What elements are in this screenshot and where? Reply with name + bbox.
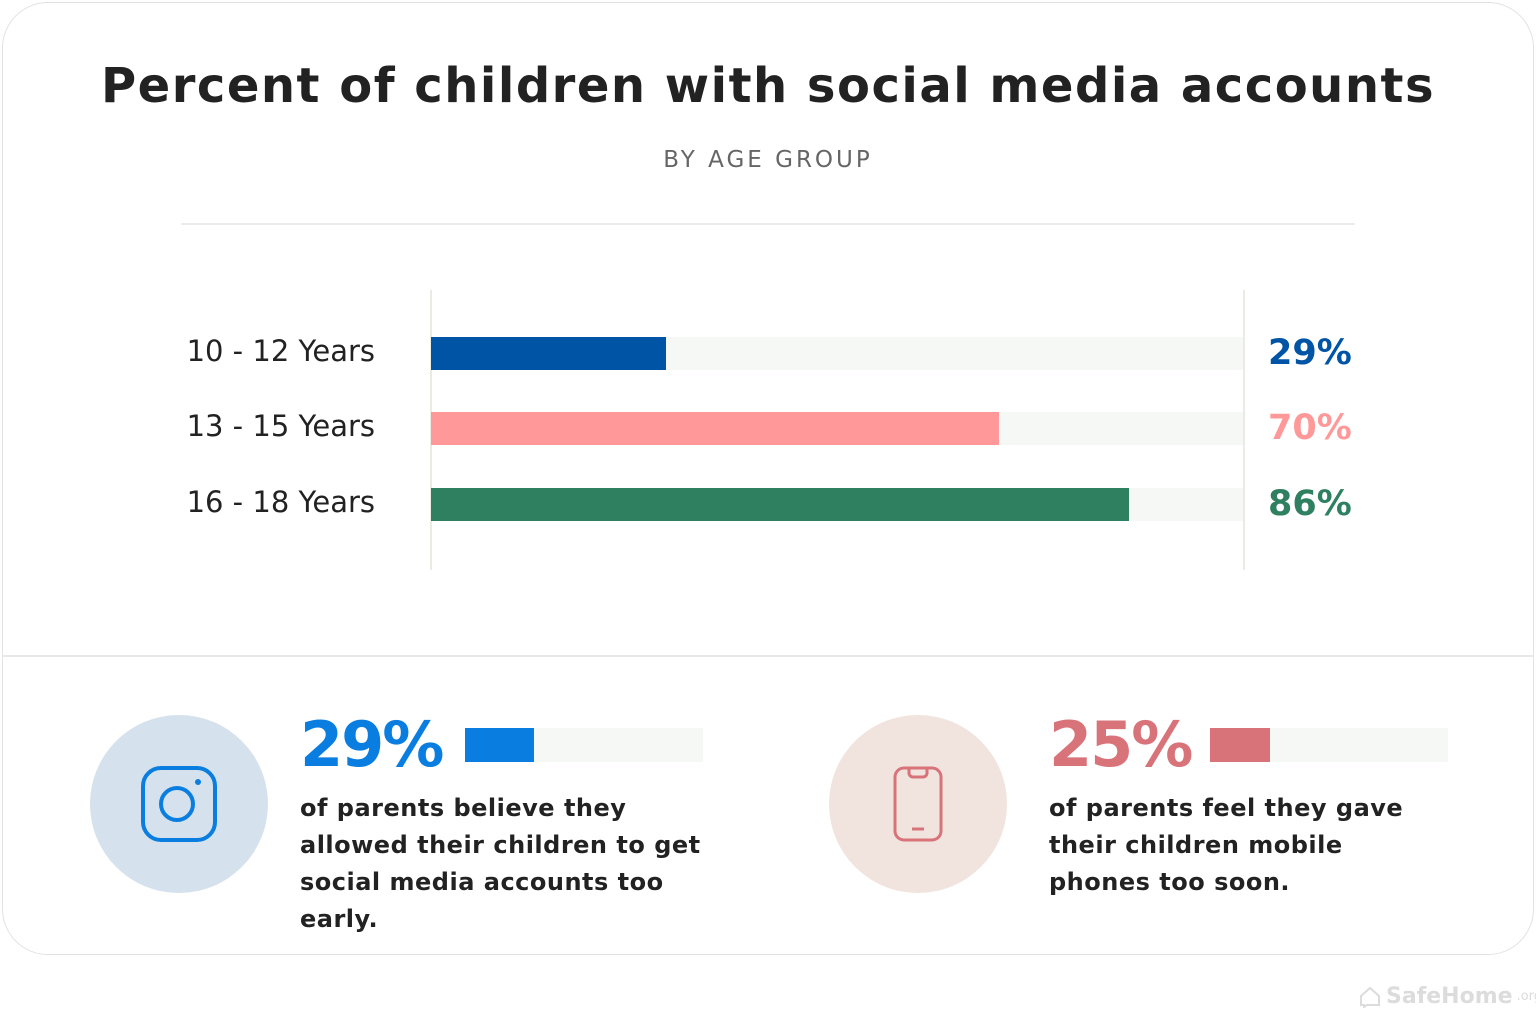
category-label: 13 - 15 Years (186, 409, 375, 443)
safehome-logo: SafeHome.org (1358, 984, 1536, 1009)
data-label: 70% (1268, 408, 1352, 448)
logo-name: SafeHome (1386, 984, 1513, 1009)
infographic-card (2, 2, 1534, 955)
bar-track (431, 488, 1243, 521)
data-label: 29% (1268, 333, 1352, 373)
instagram-circle (90, 715, 268, 893)
bar-track (431, 337, 1243, 370)
stat-bar-1 (465, 728, 703, 762)
instagram-icon (141, 766, 217, 842)
category-label: 10 - 12 Years (186, 334, 375, 368)
data-label: 86% (1268, 484, 1352, 524)
chart-subtitle: BY AGE GROUP (663, 147, 873, 173)
phone-circle (829, 715, 1007, 893)
stat-bar-fill-1 (465, 728, 535, 762)
bar-track (431, 412, 1243, 445)
section-divider (2, 655, 1534, 657)
bar (431, 337, 667, 370)
divider (181, 223, 1355, 225)
logo-suffix: .org (1516, 989, 1536, 1004)
stat-bar-fill-2 (1210, 728, 1270, 762)
bar (431, 488, 1130, 521)
house-icon (1360, 986, 1380, 1008)
stat-desc-1: of parents believe they allowed their ch… (300, 794, 701, 933)
mobile-phone-icon (893, 766, 943, 842)
stat-value-1: 29% (300, 708, 444, 781)
chart-title: Percent of children with social media ac… (100, 58, 1436, 114)
stat-desc-2: of parents feel they gave their children… (1049, 794, 1404, 896)
axis-line-right (1243, 290, 1245, 570)
stat-bar-2 (1210, 728, 1448, 762)
stat-value-2: 25% (1049, 708, 1193, 781)
category-label: 16 - 18 Years (186, 485, 375, 519)
bar (431, 412, 1000, 445)
